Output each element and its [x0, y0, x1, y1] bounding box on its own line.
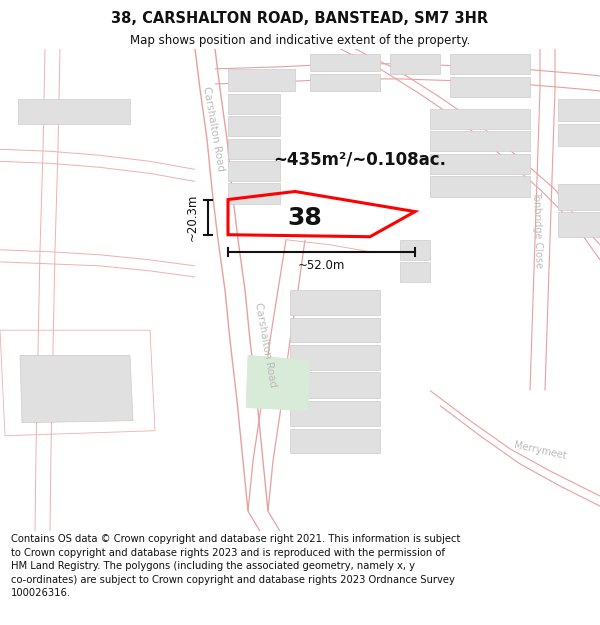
- Polygon shape: [390, 54, 440, 74]
- Polygon shape: [310, 54, 380, 71]
- Polygon shape: [290, 345, 380, 371]
- Polygon shape: [290, 318, 380, 342]
- Polygon shape: [430, 154, 530, 174]
- Text: Merrymeet: Merrymeet: [513, 441, 567, 461]
- Polygon shape: [290, 372, 380, 398]
- Text: 38: 38: [287, 206, 322, 229]
- Polygon shape: [228, 139, 280, 159]
- Text: Carshalton Road: Carshalton Road: [200, 86, 226, 173]
- Polygon shape: [228, 116, 280, 136]
- Polygon shape: [430, 109, 530, 129]
- Polygon shape: [20, 356, 133, 422]
- Polygon shape: [450, 54, 530, 74]
- Polygon shape: [558, 184, 600, 209]
- Text: Map shows position and indicative extent of the property.: Map shows position and indicative extent…: [130, 34, 470, 47]
- Polygon shape: [228, 94, 280, 114]
- Text: ~435m²/~0.108ac.: ~435m²/~0.108ac.: [274, 151, 446, 168]
- Text: Contains OS data © Crown copyright and database right 2021. This information is : Contains OS data © Crown copyright and d…: [11, 534, 460, 599]
- Polygon shape: [450, 77, 530, 97]
- Polygon shape: [310, 74, 380, 91]
- Polygon shape: [430, 131, 530, 151]
- Text: 38, CARSHALTON ROAD, BANSTEAD, SM7 3HR: 38, CARSHALTON ROAD, BANSTEAD, SM7 3HR: [112, 11, 488, 26]
- Text: ~20.3m: ~20.3m: [185, 193, 199, 241]
- Polygon shape: [558, 99, 600, 121]
- Polygon shape: [18, 99, 130, 124]
- Polygon shape: [228, 161, 280, 181]
- Polygon shape: [290, 401, 380, 426]
- Polygon shape: [228, 184, 280, 204]
- Text: Carshalton Road: Carshalton Road: [253, 302, 277, 389]
- Polygon shape: [558, 212, 600, 237]
- Polygon shape: [558, 124, 600, 146]
- Polygon shape: [290, 290, 380, 315]
- Text: ~52.0m: ~52.0m: [298, 259, 345, 272]
- Polygon shape: [290, 429, 380, 453]
- Polygon shape: [400, 262, 430, 282]
- Polygon shape: [228, 69, 295, 91]
- Text: Tonbridge Close: Tonbridge Close: [530, 191, 544, 269]
- Polygon shape: [246, 356, 310, 411]
- Polygon shape: [400, 240, 430, 260]
- Polygon shape: [430, 176, 530, 196]
